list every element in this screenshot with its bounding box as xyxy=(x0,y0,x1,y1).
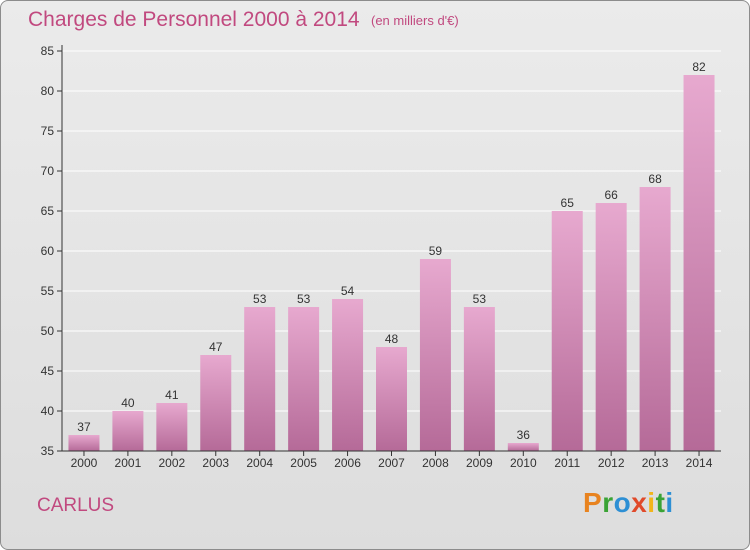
x-tick-label: 2003 xyxy=(202,456,229,470)
y-tick-label: 50 xyxy=(41,324,55,338)
bar-2002 xyxy=(156,403,188,451)
bar-2001 xyxy=(112,411,144,451)
x-tick-label: 2006 xyxy=(334,456,361,470)
logo-letter: o xyxy=(613,487,632,518)
bar-2005 xyxy=(288,307,320,451)
bar-2003 xyxy=(200,355,232,451)
x-tick-label: 2002 xyxy=(158,456,185,470)
y-tick-label: 70 xyxy=(41,164,55,178)
data-labels: 37 40 41 47 53 53 54 48 59 53 36 65 66 68 82 xyxy=(77,60,706,442)
bar-2014 xyxy=(683,75,715,451)
y-tick-label: 55 xyxy=(41,284,55,298)
y-tick-label: 65 xyxy=(41,204,55,218)
chart-subtitle: (en milliers d'€) xyxy=(371,13,459,28)
x-tick-label: 2001 xyxy=(115,456,142,470)
data-label: 59 xyxy=(429,244,443,258)
logo-letter: x xyxy=(631,487,648,518)
x-tick-label: 2007 xyxy=(378,456,405,470)
data-label: 68 xyxy=(648,172,662,186)
x-tick-label: 2009 xyxy=(466,456,493,470)
bar-2011 xyxy=(551,211,583,451)
y-tick-label: 40 xyxy=(41,404,55,418)
x-tick-label: 2008 xyxy=(422,456,449,470)
bar-2004 xyxy=(244,307,276,451)
y-tick-label: 60 xyxy=(41,244,55,258)
data-label: 40 xyxy=(121,396,135,410)
x-tick-label: 2014 xyxy=(686,456,713,470)
y-tick-label: 75 xyxy=(41,124,55,138)
bar-2013 xyxy=(639,187,671,451)
bars xyxy=(68,75,715,451)
y-tick-label: 80 xyxy=(41,84,55,98)
logo-letter: i xyxy=(647,487,656,518)
data-label: 53 xyxy=(253,292,267,306)
y-tick-label: 35 xyxy=(41,444,55,458)
bar-2006 xyxy=(332,299,364,451)
data-label: 53 xyxy=(297,292,311,306)
x-tick-label: 2005 xyxy=(290,456,317,470)
bar-2008 xyxy=(419,259,451,451)
data-label: 53 xyxy=(473,292,487,306)
axes: 35 40 45 50 55 60 65 70 75 80 85 2000 2001 2002 2003 20… xyxy=(41,44,721,470)
bar-2009 xyxy=(463,307,495,451)
data-label: 54 xyxy=(341,284,355,298)
x-tick-label: 2010 xyxy=(510,456,537,470)
data-label: 66 xyxy=(604,188,618,202)
data-label: 36 xyxy=(517,428,531,442)
x-tick-label: 2012 xyxy=(598,456,625,470)
data-label: 48 xyxy=(385,332,399,346)
data-label: 65 xyxy=(561,196,575,210)
data-label: 47 xyxy=(209,340,223,354)
x-tick-label: 2000 xyxy=(71,456,98,470)
x-tick-label: 2011 xyxy=(554,456,580,470)
data-label: 82 xyxy=(692,60,706,74)
bar-2000 xyxy=(68,435,100,451)
logo-letter: t xyxy=(655,487,666,518)
logo-letter: i xyxy=(665,487,674,518)
bar-2012 xyxy=(595,203,627,451)
proxiti-logo: Proxiti xyxy=(583,487,674,519)
y-tick-label: 85 xyxy=(41,44,55,58)
x-tick-label: 2013 xyxy=(642,456,669,470)
data-label: 41 xyxy=(165,388,179,402)
logo-letter: P xyxy=(583,487,603,518)
town-name: CARLUS xyxy=(37,495,115,516)
bar-2010 xyxy=(507,443,539,451)
y-tick-label: 45 xyxy=(41,364,55,378)
bar-2007 xyxy=(376,347,407,451)
data-label: 37 xyxy=(77,420,91,434)
logo-letter: r xyxy=(602,487,614,518)
chart-title: Charges de Personnel 2000 à 2014 xyxy=(28,8,360,31)
x-tick-label: 2004 xyxy=(246,456,273,470)
